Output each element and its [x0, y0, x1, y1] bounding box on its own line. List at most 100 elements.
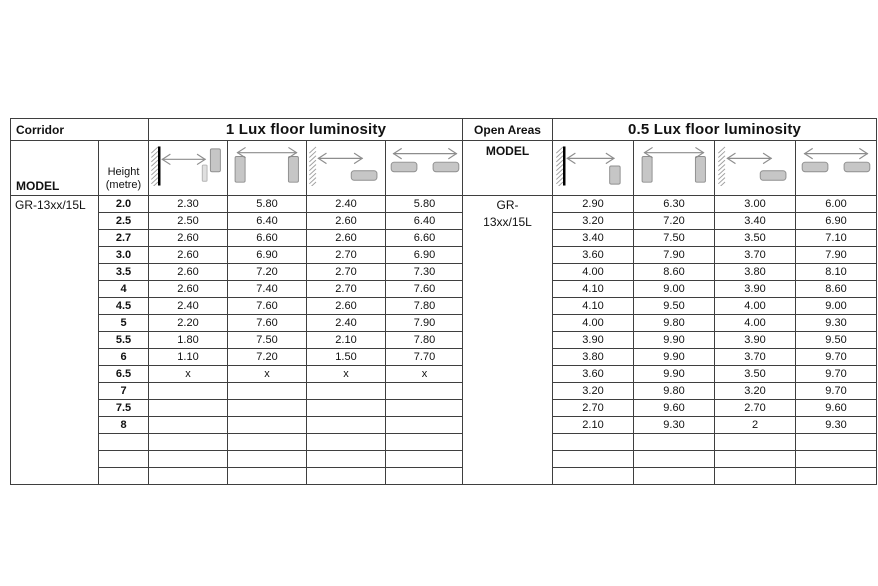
- value-cell: 1.10: [148, 348, 228, 366]
- table-row: [11, 433, 464, 451]
- value-cell: 6.40: [227, 212, 307, 230]
- value-cell: [227, 450, 307, 468]
- value-cell: 2.40: [306, 195, 386, 213]
- model-column-label: MODEL: [462, 140, 553, 196]
- value-cell: [794, 450, 878, 468]
- value-cell: 7.90: [385, 314, 464, 332]
- open-areas-header-row: Open Areas 0.5 Lux floor luminosity: [462, 118, 878, 141]
- value-cell: 7.80: [385, 331, 464, 349]
- value-cell: [306, 450, 386, 468]
- table-row: 2.10 9.30 2 9.30: [463, 416, 878, 434]
- value-cell: 7.50: [227, 331, 307, 349]
- value-cell: 7.20: [633, 212, 715, 230]
- value-cell: 6.90: [227, 246, 307, 264]
- value-cell: [385, 382, 464, 400]
- value-cell: [227, 467, 307, 485]
- value-cell: 2.70: [306, 263, 386, 281]
- value-cell: 9.50: [794, 331, 878, 349]
- value-cell: 3.40: [552, 229, 634, 247]
- value-cell: 9.50: [633, 297, 715, 315]
- value-cell: 4.00: [714, 297, 796, 315]
- open-areas-section-title: Open Areas: [462, 118, 553, 141]
- value-cell: [385, 467, 464, 485]
- height-column-label: Height (metre): [98, 140, 149, 196]
- table-row: [11, 467, 464, 485]
- value-cell: 7.90: [794, 246, 878, 264]
- value-cell: 7.10: [794, 229, 878, 247]
- value-cell: 2.60: [306, 229, 386, 247]
- value-cell: [227, 382, 307, 400]
- corridor-tbody: GR-13xx/15L 2.0 2.30 5.80 2.40 5.80 2.5 2.50 6.4…: [10, 195, 464, 485]
- value-cell: 2.60: [148, 229, 228, 247]
- value-cell: [148, 433, 228, 451]
- value-cell: 2.90: [552, 195, 634, 213]
- model-column-label: MODEL: [10, 140, 99, 196]
- value-cell: [227, 399, 307, 417]
- table-row: 3.60 9.90 3.50 9.70: [463, 365, 878, 383]
- table-row: 3.90 9.90 3.90 9.50: [463, 331, 878, 349]
- value-cell: 2.30: [148, 195, 228, 213]
- table-row: 3.40 7.50 3.50 7.10: [463, 229, 878, 247]
- value-cell: [148, 450, 228, 468]
- value-cell: 9.90: [633, 348, 715, 366]
- value-cell: [306, 467, 386, 485]
- value-cell: 1.80: [148, 331, 228, 349]
- table-row: [463, 433, 878, 451]
- value-cell: 9.60: [633, 399, 715, 417]
- value-cell: 3.50: [714, 365, 796, 383]
- value-cell: [306, 416, 386, 434]
- height-value: 4: [98, 280, 149, 298]
- value-cell: 9.70: [794, 365, 878, 383]
- height-value: 7.5: [98, 399, 149, 417]
- value-cell: 9.80: [633, 382, 715, 400]
- value-cell: 3.60: [552, 246, 634, 264]
- value-cell: 6.00: [794, 195, 878, 213]
- wall-to-detector-coverage-icon: [148, 140, 228, 196]
- value-cell: 9.30: [794, 416, 878, 434]
- value-cell: 4.00: [552, 263, 634, 281]
- height-value: 8: [98, 416, 149, 434]
- value-cell: 6.40: [385, 212, 464, 230]
- value-cell: 2.40: [306, 314, 386, 332]
- value-cell: 8.10: [794, 263, 878, 281]
- wall-to-ceiling-detector-coverage-icon: [306, 140, 386, 196]
- value-cell: 9.80: [633, 314, 715, 332]
- corridor-subheader-row: MODEL Height (metre): [10, 140, 464, 196]
- value-cell: [714, 450, 796, 468]
- wall-to-ceiling-detector-coverage-icon: [714, 140, 796, 196]
- value-cell: 2.20: [148, 314, 228, 332]
- value-cell: 3.80: [552, 348, 634, 366]
- value-cell: [306, 433, 386, 451]
- value-cell: 8.60: [794, 280, 878, 298]
- value-cell: [227, 433, 307, 451]
- value-cell: 4.10: [552, 280, 634, 298]
- wall-to-detector-coverage-icon: [552, 140, 634, 196]
- value-cell: 6.90: [385, 246, 464, 264]
- value-cell: 3.40: [714, 212, 796, 230]
- detector-to-detector-coverage-icon: [633, 140, 715, 196]
- value-cell: 6.90: [794, 212, 878, 230]
- value-cell: 2.70: [552, 399, 634, 417]
- lux-1-header: 1 Lux floor luminosity: [148, 118, 464, 141]
- value-cell: 3.60: [552, 365, 634, 383]
- value-cell: 2.50: [148, 212, 228, 230]
- value-cell: [552, 467, 634, 485]
- height-value: 2.0: [98, 195, 149, 213]
- value-cell: 2.60: [306, 297, 386, 315]
- value-cell: [148, 467, 228, 485]
- value-cell: 7.20: [227, 348, 307, 366]
- value-cell: [794, 433, 878, 451]
- value-cell: 7.20: [227, 263, 307, 281]
- height-value: [98, 467, 149, 485]
- value-cell: [227, 416, 307, 434]
- value-cell: 6.60: [227, 229, 307, 247]
- value-cell: 7.40: [227, 280, 307, 298]
- value-cell: 4.00: [552, 314, 634, 332]
- table-row: 4.00 9.80 4.00 9.30: [463, 314, 878, 332]
- value-cell: x: [227, 365, 307, 383]
- value-cell: 7.50: [633, 229, 715, 247]
- value-cell: [633, 433, 715, 451]
- value-cell: 7.60: [227, 297, 307, 315]
- height-value: 3.0: [98, 246, 149, 264]
